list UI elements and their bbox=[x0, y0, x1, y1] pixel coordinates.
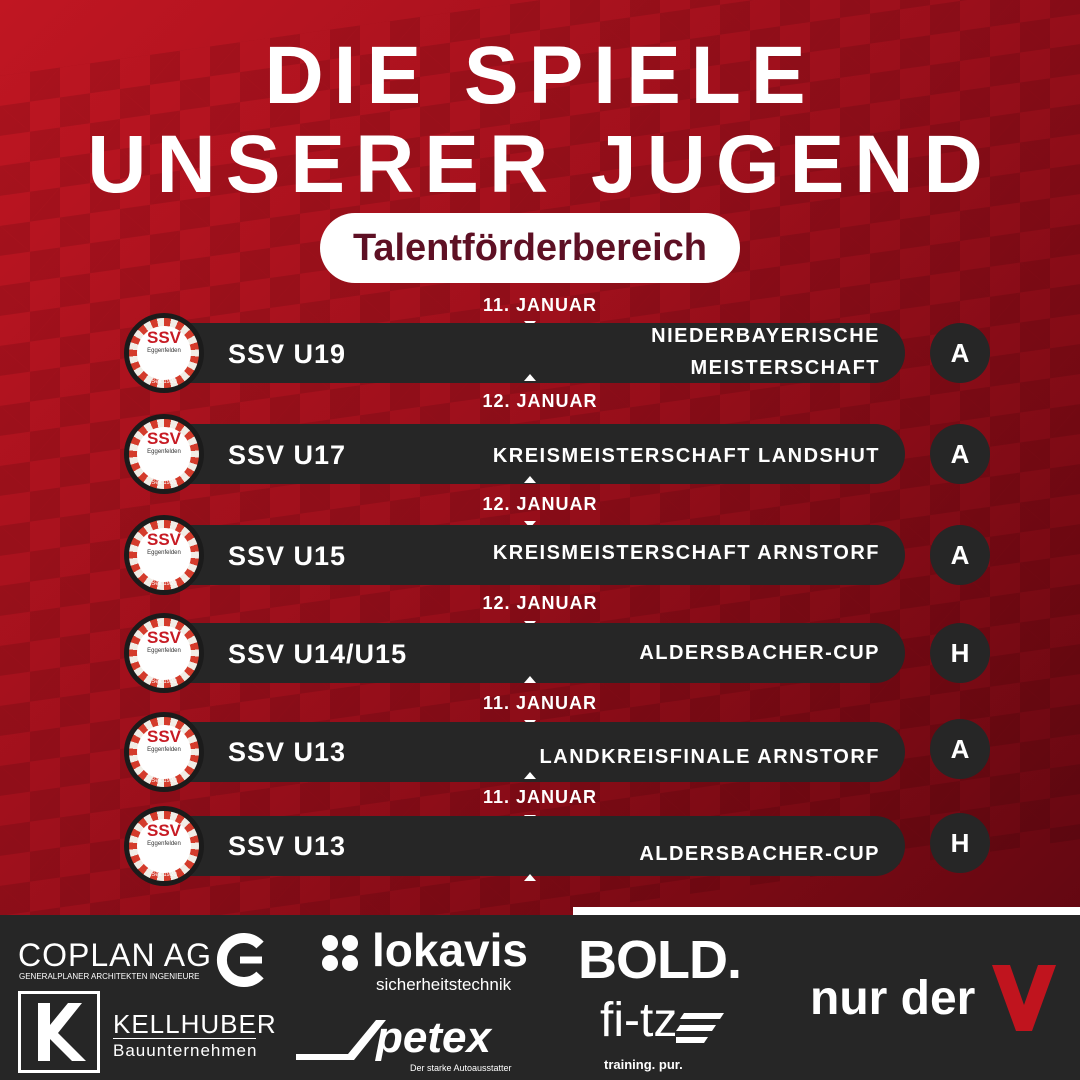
arrow-up-icon bbox=[524, 874, 536, 881]
nurder-logo-text: nur der bbox=[810, 972, 976, 1025]
match-date: 11. JANUAR bbox=[482, 787, 598, 807]
match-competition: LANDKREISFINALE ARNSTORF bbox=[539, 746, 880, 768]
kellhuber-tagline: Bauunternehmen bbox=[113, 1041, 258, 1060]
logo-ssv-text: SSV bbox=[146, 727, 182, 746]
fitz-logo-text: fi-tz bbox=[600, 994, 678, 1047]
kellhuber-logo-text: KELLHUBER bbox=[113, 1009, 277, 1039]
logo-town-text: Eggenfelden bbox=[147, 648, 181, 654]
match-date: 12. JANUAR bbox=[482, 391, 598, 411]
lokavis-tagline: sicherheitstechnik bbox=[376, 975, 512, 994]
title-line-2: UNSERER JUGEND bbox=[87, 119, 993, 210]
match-competition: NIEDERBAYERISCHE MEISTERSCHAFT bbox=[651, 320, 880, 384]
logo-seit-text: Seit 1920 bbox=[151, 872, 177, 878]
arrow-up-icon bbox=[524, 676, 536, 683]
match-bar bbox=[150, 816, 905, 876]
arrow-up-icon bbox=[524, 772, 536, 779]
logo-ssv-text: SSV bbox=[146, 821, 182, 840]
match-date: 11. JANUAR bbox=[482, 693, 598, 713]
venue-badge: A bbox=[930, 323, 990, 383]
subtitle-pill: Talentförderbereich bbox=[320, 213, 740, 283]
logo-town-text: Eggenfelden bbox=[147, 348, 181, 354]
match-bar bbox=[150, 323, 905, 383]
lokavis-icon bbox=[322, 935, 358, 971]
match-competition-line: NIEDERBAYERISCHE bbox=[651, 325, 880, 347]
match-competition: ALDERSBACHER-CUP bbox=[639, 642, 880, 664]
match-date: 12. JANUAR bbox=[482, 494, 598, 514]
match-competition: KREISMEISTERSCHAFT LANDSHUT bbox=[492, 445, 880, 467]
ssv-club-logo: SSV Eggenfelden Seit 1920 bbox=[124, 712, 204, 792]
venue-badge: H bbox=[930, 813, 990, 873]
fitz-stripes-icon bbox=[676, 1013, 724, 1043]
ssv-club-logo: SSV Eggenfelden Seit 1920 bbox=[124, 414, 204, 494]
kellhuber-divider bbox=[113, 1038, 256, 1039]
petex-logo-text: petex bbox=[376, 1013, 491, 1062]
ssv-club-logo: SSV Eggenfelden Seit 1920 bbox=[124, 613, 204, 693]
match-competition-line: MEISTERSCHAFT bbox=[690, 357, 880, 379]
ssv-club-logo: SSV Eggenfelden Seit 1920 bbox=[124, 313, 204, 393]
match-team: SSV U19 bbox=[228, 339, 347, 369]
arrow-up-icon bbox=[524, 374, 536, 381]
petex-tagline: Der starke Autoausstatter bbox=[410, 1063, 512, 1073]
kellhuber-icon bbox=[18, 991, 100, 1073]
arrow-down-icon bbox=[524, 521, 536, 528]
match-bar bbox=[150, 525, 905, 585]
venue-badge: A bbox=[930, 525, 990, 585]
match-bar bbox=[150, 623, 905, 683]
match-team: SSV U13 bbox=[228, 831, 347, 861]
match-competition: KREISMEISTERSCHAFT ARNSTORF bbox=[492, 542, 880, 564]
footer-accent-bar bbox=[573, 907, 1080, 916]
venue-badge: A bbox=[930, 719, 990, 779]
match-team: SSV U17 bbox=[228, 440, 347, 470]
match-competition: ALDERSBACHER-CUP bbox=[639, 843, 880, 865]
arrow-up-icon bbox=[524, 476, 536, 483]
coplan-icon bbox=[216, 933, 264, 987]
title-line-1: DIE SPIELE bbox=[264, 30, 816, 121]
logo-seit-text: Seit 1920 bbox=[151, 778, 177, 784]
logo-seit-text: Seit 1920 bbox=[151, 679, 177, 685]
logo-town-text: Eggenfelden bbox=[147, 747, 181, 753]
match-team: SSV U14/U15 bbox=[228, 639, 408, 669]
logo-town-text: Eggenfelden bbox=[147, 550, 181, 556]
logo-seit-text: Seit 1920 bbox=[151, 480, 177, 486]
fitz-tagline: training. pur. bbox=[604, 1057, 683, 1072]
venue-badge: H bbox=[930, 623, 990, 683]
venue-badge: A bbox=[930, 424, 990, 484]
match-team: SSV U13 bbox=[228, 737, 347, 767]
logo-ssv-text: SSV bbox=[146, 530, 182, 549]
ssv-club-logo: SSV Eggenfelden Seit 1920 bbox=[124, 806, 204, 886]
match-team: SSV U15 bbox=[228, 541, 347, 571]
coplan-tagline: GENERALPLANER ARCHITEKTEN INGENIEURE bbox=[19, 972, 200, 981]
sponsor-footer: COPLAN AG GENERALPLANER ARCHITEKTEN INGE… bbox=[0, 915, 1080, 1080]
bold-logo-text: BOLD. bbox=[578, 930, 742, 990]
match-bar bbox=[150, 424, 905, 484]
logo-seit-text: Seit 1920 bbox=[151, 379, 177, 385]
petex-swoosh-icon bbox=[296, 1020, 386, 1060]
logo-town-text: Eggenfelden bbox=[147, 841, 181, 847]
match-date: 11. JANUAR bbox=[482, 295, 598, 315]
match-date: 12. JANUAR bbox=[482, 593, 598, 613]
lokavis-logo-text: lokavis bbox=[372, 924, 528, 976]
logo-seit-text: Seit 1920 bbox=[151, 581, 177, 587]
logo-town-text: Eggenfelden bbox=[147, 449, 181, 455]
v-logo-icon bbox=[992, 965, 1056, 1031]
ssv-club-logo: SSV Eggenfelden Seit 1920 bbox=[124, 515, 204, 595]
logo-ssv-text: SSV bbox=[146, 328, 182, 347]
coplan-logo-text: COPLAN AG bbox=[18, 937, 212, 973]
logo-ssv-text: SSV bbox=[146, 628, 182, 647]
logo-ssv-text: SSV bbox=[146, 429, 182, 448]
